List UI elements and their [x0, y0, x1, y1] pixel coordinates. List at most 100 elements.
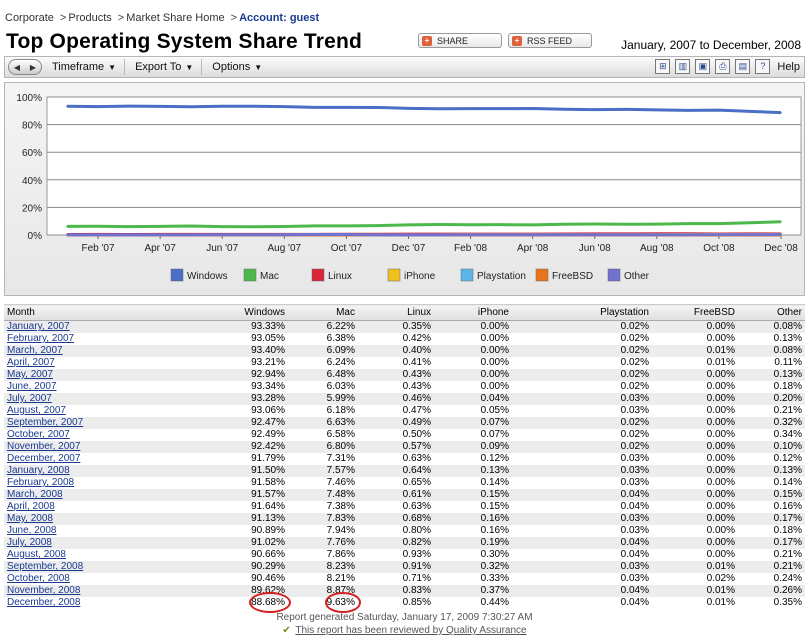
- month-link[interactable]: March, 2008: [7, 489, 63, 500]
- data-point-mac: [718, 222, 720, 225]
- month-cell: October, 2008: [4, 573, 204, 585]
- value-cell-windows: 92.94%: [204, 369, 288, 381]
- rss-feed-button[interactable]: + RSS FEED: [508, 33, 592, 48]
- caret-down-icon: ▼: [254, 62, 263, 72]
- forward-arrow-icon[interactable]: ▶: [29, 62, 37, 72]
- month-link[interactable]: October, 2008: [7, 573, 70, 584]
- help-link[interactable]: Help: [777, 60, 800, 73]
- data-point-other: [66, 234, 68, 236]
- month-link[interactable]: February, 2008: [7, 477, 75, 488]
- value-cell-windows: 91.58%: [204, 477, 288, 489]
- value-cell-other: 0.16%: [738, 501, 805, 513]
- value-cell-freebsd: 0.01%: [652, 597, 738, 609]
- back-arrow-icon[interactable]: ◀: [13, 62, 21, 72]
- column-header-windows[interactable]: Windows: [204, 304, 288, 321]
- nav-arrows[interactable]: ◀ ▶: [8, 59, 42, 75]
- value-cell-playstation: 0.02%: [512, 429, 652, 441]
- value-cell-other: 0.13%: [738, 369, 805, 381]
- value-cell-linux: 0.42%: [358, 333, 434, 345]
- table-row: February, 2007 93.05% 6.38% 0.42% 0.00% 0.02%…: [4, 333, 805, 345]
- share-button[interactable]: + SHARE: [418, 33, 502, 48]
- y-tick-label: 60%: [22, 148, 42, 159]
- month-link[interactable]: June, 2008: [7, 525, 57, 536]
- value-cell-other: 0.35%: [738, 597, 805, 609]
- image-icon[interactable]: ▣: [695, 59, 711, 74]
- value-cell-linux: 0.47%: [358, 405, 434, 417]
- data-point-windows: [252, 105, 255, 108]
- timeframe-menu[interactable]: Timeframe ▼: [52, 59, 126, 75]
- table-row: April, 2008 91.64% 7.38% 0.63% 0.15% 0.04% 0.0…: [4, 501, 805, 513]
- month-link[interactable]: May, 2007: [7, 369, 53, 380]
- value-cell-playstation: 0.02%: [512, 441, 652, 453]
- qa-link[interactable]: This report has been reviewed by Quality…: [295, 625, 527, 636]
- y-tick-label: 100%: [16, 93, 42, 104]
- month-link[interactable]: March, 2007: [7, 345, 63, 356]
- value-text: 0.01%: [706, 585, 735, 596]
- export-menu[interactable]: Export To ▼: [135, 59, 203, 75]
- column-header-playstation[interactable]: Playstation: [512, 304, 652, 321]
- value-text: 8.87%: [326, 585, 355, 596]
- month-link[interactable]: January, 2008: [7, 465, 70, 476]
- columns-icon[interactable]: ▥: [675, 59, 691, 74]
- value-cell-iphone: 0.12%: [434, 453, 512, 465]
- value-text: 0.12%: [773, 453, 802, 464]
- month-link[interactable]: July, 2007: [7, 393, 52, 404]
- column-header-other[interactable]: Other: [738, 304, 805, 321]
- month-link[interactable]: July, 2008: [7, 537, 52, 548]
- breadcrumb-market-share-home[interactable]: Market Share Home: [126, 12, 225, 24]
- options-menu[interactable]: Options ▼: [212, 59, 270, 75]
- month-link[interactable]: December, 2008: [7, 597, 81, 608]
- column-header-mac[interactable]: Mac: [288, 304, 358, 321]
- column-header-month[interactable]: Month: [4, 304, 204, 321]
- value-cell-windows: 90.46%: [204, 573, 288, 585]
- value-text: 0.04%: [480, 393, 509, 404]
- value-cell-windows: 90.89%: [204, 525, 288, 537]
- y-tick-label: 80%: [22, 121, 42, 132]
- print-icon[interactable]: ⎙: [715, 59, 731, 74]
- column-header-freebsd[interactable]: FreeBSD: [652, 304, 738, 321]
- month-cell: February, 2007: [4, 333, 204, 345]
- month-link[interactable]: May, 2008: [7, 513, 53, 524]
- month-link[interactable]: August, 2008: [7, 549, 66, 560]
- value-cell-linux: 0.65%: [358, 477, 434, 489]
- month-link[interactable]: April, 2008: [7, 501, 55, 512]
- account-label: Account: guest: [239, 12, 320, 24]
- month-link[interactable]: October, 2007: [7, 429, 70, 440]
- legend-label-other: Other: [624, 271, 650, 282]
- month-link[interactable]: December, 2007: [7, 453, 81, 464]
- pdf-icon[interactable]: ▤: [735, 59, 751, 74]
- month-link[interactable]: June, 2007: [7, 381, 57, 392]
- table-row: January, 2008 91.50% 7.57% 0.64% 0.13% 0.03% 0…: [4, 465, 805, 477]
- help-icon[interactable]: ?: [755, 59, 771, 74]
- month-link[interactable]: February, 2007: [7, 333, 75, 344]
- table-row: January, 2007 93.33% 6.22% 0.35% 0.00% 0.02% 0…: [4, 320, 805, 333]
- value-text: 0.65%: [402, 477, 431, 488]
- value-text: 92.49%: [251, 429, 285, 440]
- value-text: 0.50%: [402, 429, 431, 440]
- value-cell-playstation: 0.03%: [512, 405, 652, 417]
- column-header-linux[interactable]: Linux: [358, 304, 434, 321]
- month-link[interactable]: November, 2008: [7, 585, 81, 596]
- value-cell-iphone: 0.14%: [434, 477, 512, 489]
- breadcrumb-products[interactable]: Products: [68, 12, 112, 24]
- grid-add-icon[interactable]: ⊞: [655, 59, 671, 74]
- value-cell-freebsd: 0.00%: [652, 465, 738, 477]
- month-link[interactable]: January, 2007: [7, 321, 70, 332]
- month-link[interactable]: September, 2008: [7, 561, 84, 572]
- value-text: 90.46%: [251, 573, 285, 584]
- value-cell-other: 0.08%: [738, 320, 805, 333]
- month-link[interactable]: September, 2007: [7, 417, 84, 428]
- table-row: November, 2007 92.42% 6.80% 0.57% 0.09% 0.02%…: [4, 441, 805, 453]
- value-text: 0.03%: [620, 453, 649, 464]
- column-header-iphone[interactable]: iPhone: [434, 304, 512, 321]
- value-text: 0.01%: [706, 561, 735, 572]
- value-cell-linux: 0.50%: [358, 429, 434, 441]
- data-point-other: [718, 233, 720, 236]
- month-link[interactable]: November, 2007: [7, 441, 81, 452]
- value-cell-iphone: 0.19%: [434, 537, 512, 549]
- value-cell-mac: 8.23%: [288, 561, 358, 573]
- breadcrumb-corporate[interactable]: Corporate: [5, 12, 54, 24]
- month-link[interactable]: April, 2007: [7, 357, 55, 368]
- month-link[interactable]: August, 2007: [7, 405, 66, 416]
- value-text: 0.82%: [402, 537, 431, 548]
